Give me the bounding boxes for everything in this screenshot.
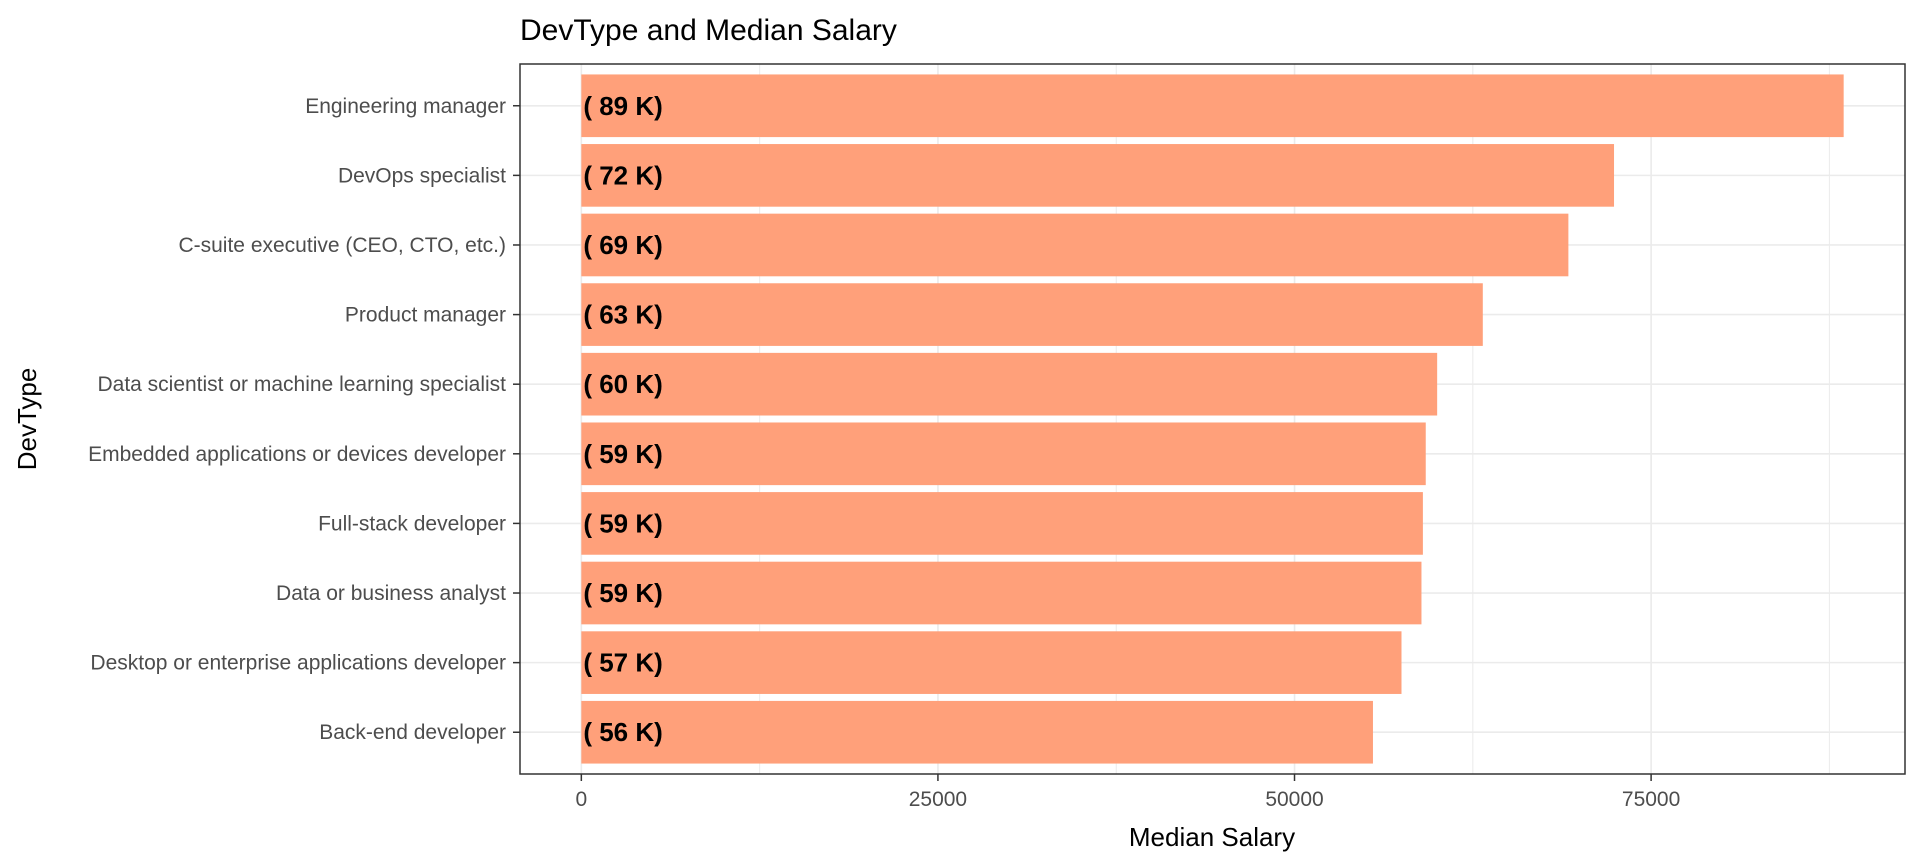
bar <box>581 283 1483 346</box>
bar-data-label: ( 59 K) <box>583 439 662 469</box>
y-tick-label: Back-end developer <box>319 721 506 744</box>
bar-data-label: ( 72 K) <box>583 160 662 190</box>
y-tick-label: Product manager <box>345 304 506 327</box>
y-tick-label: Data scientist or machine learning speci… <box>97 373 506 396</box>
chart-title: DevType and Median Salary <box>520 14 897 47</box>
bar-data-label: ( 57 K) <box>583 648 662 678</box>
panel-border <box>519 63 1906 775</box>
x-axis: 0 25000 50000 75000 <box>575 774 1680 811</box>
bar-data-label: ( 59 K) <box>583 578 662 608</box>
y-tick-label: Embedded applications or devices develop… <box>88 443 506 466</box>
y-axis: Engineering manager DevOps specialist C-su… <box>88 95 520 744</box>
bars <box>581 74 1844 764</box>
bar <box>581 422 1426 486</box>
x-tick-label: 0 <box>575 788 587 811</box>
bar-labels: ( 89 K) ( 72 K) ( 69 K) ( 63 K) ( 60 K) ( 59 … <box>583 91 662 747</box>
bar <box>581 631 1402 694</box>
x-tick-label: 75000 <box>1622 788 1680 811</box>
bar-data-label: ( 56 K) <box>583 717 662 747</box>
x-axis-title: Median Salary <box>1129 822 1295 852</box>
y-tick-label: Desktop or enterprise applications devel… <box>90 652 506 675</box>
bar <box>581 74 1844 138</box>
y-tick-label: Engineering manager <box>305 95 506 118</box>
bar-data-label: ( 89 K) <box>583 91 662 121</box>
y-axis-title: DevType <box>12 368 42 471</box>
x-tick-label: 25000 <box>909 788 967 811</box>
bar <box>581 561 1422 625</box>
y-tick-label: Full-stack developer <box>318 512 506 535</box>
y-tick-label: C-suite executive (CEO, CTO, etc.) <box>178 234 506 257</box>
bar-data-label: ( 63 K) <box>583 300 662 330</box>
bar <box>581 144 1615 207</box>
bar <box>581 492 1423 555</box>
bar <box>581 352 1438 416</box>
y-tick-label: Data or business analyst <box>276 582 506 605</box>
bar <box>581 213 1569 277</box>
y-tick-label: DevOps specialist <box>338 164 506 187</box>
bar-data-label: ( 69 K) <box>583 230 662 260</box>
x-tick-label: 50000 <box>1265 788 1323 811</box>
bar <box>581 700 1373 764</box>
bar-data-label: ( 59 K) <box>583 508 662 538</box>
bar-data-label: ( 60 K) <box>583 369 662 399</box>
